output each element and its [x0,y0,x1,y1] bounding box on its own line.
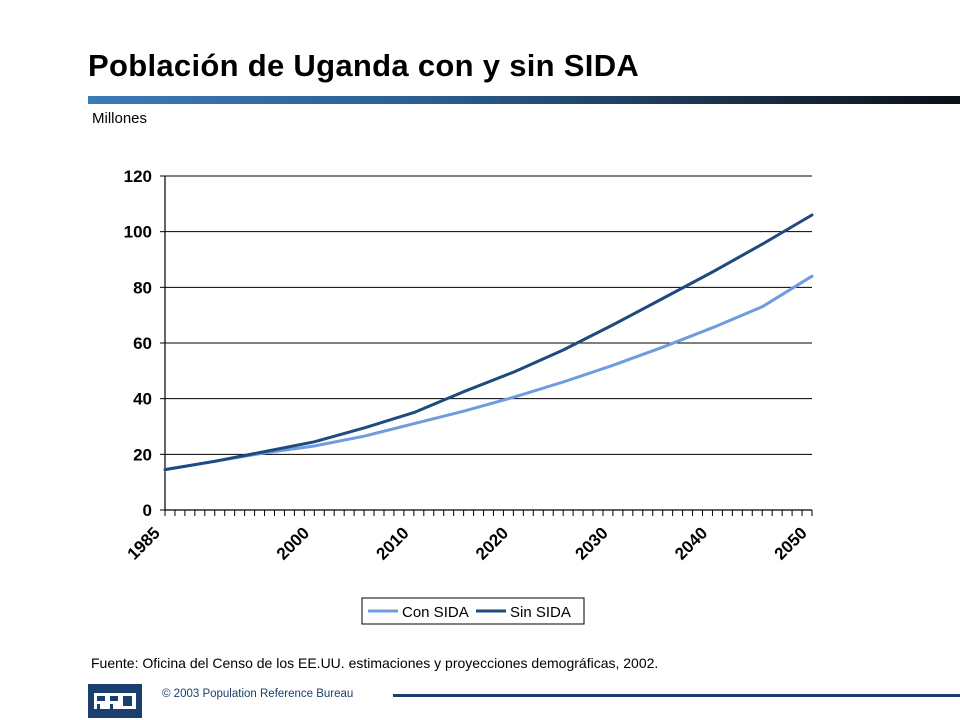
y-tick-label: 100 [124,223,152,242]
x-tick-label: 2050 [771,523,811,563]
legend-box [361,597,585,625]
x-tick-label: 2040 [671,523,711,563]
units-label: Millones [92,110,148,127]
x-tick-label: 1985 [124,523,164,563]
y-tick-label: 120 [124,167,152,186]
y-tick-label: 80 [133,278,152,297]
legend-label: Sin SIDA [510,604,571,621]
series-line-sin-sida [163,213,814,472]
x-tick-label: 2010 [372,523,412,563]
source-note: Fuente: Oficina del Censo de los EE.UU. … [91,655,659,671]
x-tick-label: 2020 [472,523,512,563]
page-title: Población de Uganda con y sin SIDA [88,48,640,83]
y-tick-label: 0 [143,501,152,520]
series-line-con-sida [163,274,814,472]
copyright-text: © 2003 Population Reference Bureau [162,688,354,700]
x-tick-label: 2000 [273,523,313,563]
y-tick-label: 40 [133,390,152,409]
legend-label: Con SIDA [402,604,469,621]
title-underline [88,96,960,104]
y-tick-label: 60 [133,334,152,353]
y-tick-label: 20 [133,445,152,464]
x-tick-label: 2030 [572,523,612,563]
footer-divider [393,694,960,697]
prb-logo [88,684,142,718]
